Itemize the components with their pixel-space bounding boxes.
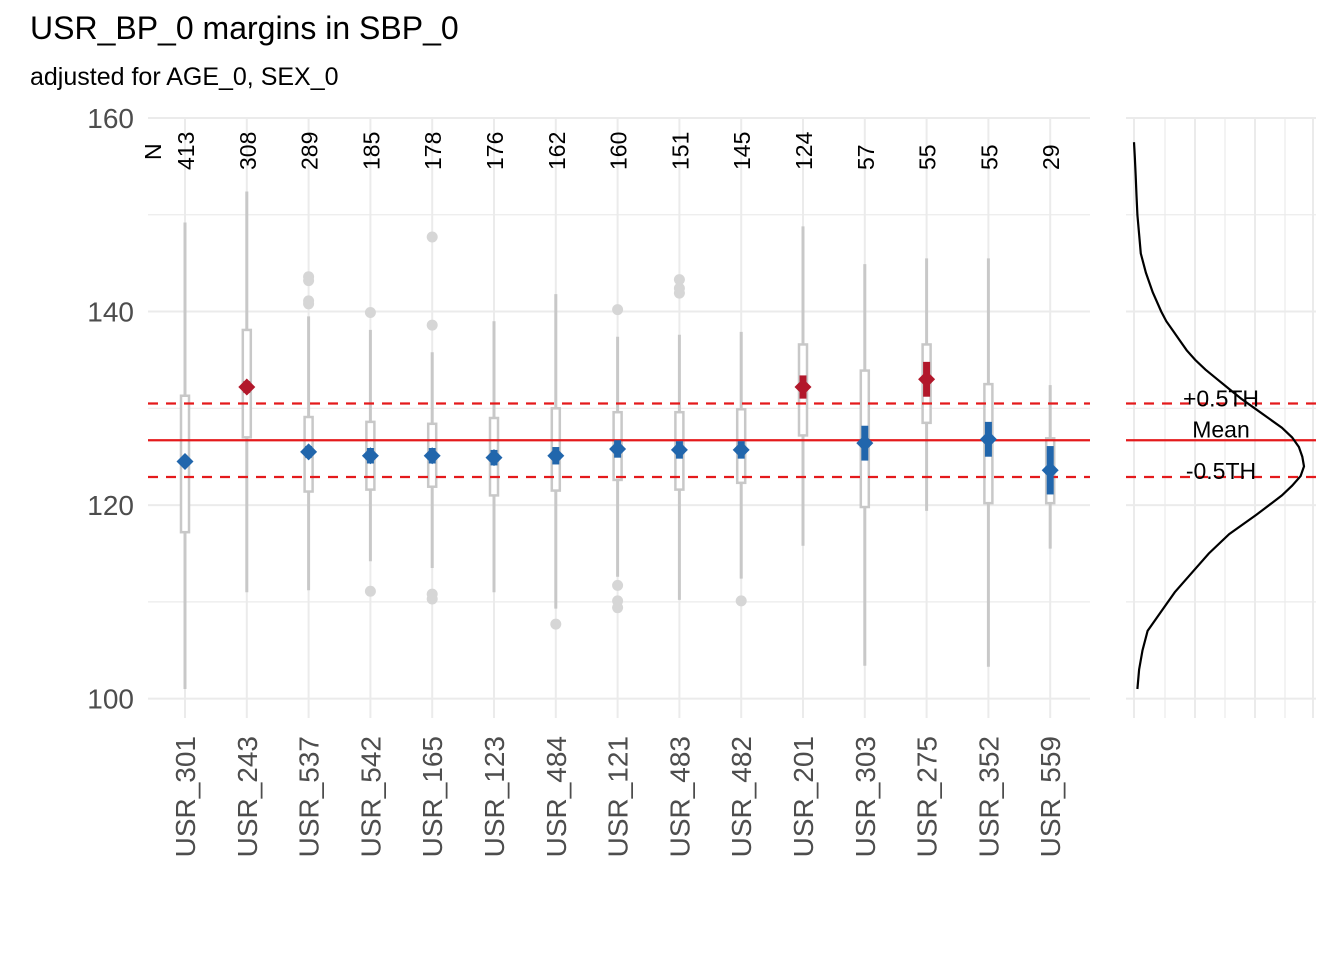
group-n-label: 308 — [235, 132, 261, 170]
outlier-point — [426, 231, 438, 243]
estimate-marker — [856, 434, 874, 452]
x-tick-label: USR_275 — [912, 736, 943, 857]
group-n-label: 162 — [544, 132, 570, 170]
x-tick-label: USR_483 — [664, 736, 695, 857]
group-n-label: 185 — [358, 132, 384, 170]
outlier-point — [364, 307, 376, 319]
x-tick-label: USR_484 — [541, 736, 572, 857]
outlier-point — [612, 602, 624, 614]
y-tick-label: 100 — [87, 684, 134, 715]
lower-threshold-label: -0.5TH — [1186, 458, 1256, 484]
group-n-label: 124 — [791, 131, 817, 170]
x-axis-tick-labels: USR_301 USR_243 USR_537 USR_542 USR_165 USR_1… — [170, 736, 1066, 857]
y-tick-label: 140 — [87, 297, 134, 328]
estimate-markers — [176, 361, 1059, 495]
outlier-point — [673, 287, 685, 299]
x-tick-label: USR_537 — [294, 736, 325, 857]
outlier-point — [426, 593, 438, 605]
estimate-marker — [485, 449, 503, 467]
outlier-point — [303, 298, 315, 310]
estimate-marker — [547, 447, 565, 465]
estimate-marker — [176, 453, 194, 471]
x-tick-label: USR_303 — [850, 736, 881, 857]
outlier-point — [550, 618, 562, 630]
group-n-label: 160 — [606, 132, 632, 170]
x-tick-label: USR_243 — [232, 736, 263, 857]
x-tick-label: USR_301 — [170, 736, 201, 857]
group-n-label: 178 — [420, 132, 446, 170]
group-n-label: 151 — [667, 132, 693, 170]
y-tick-label: 120 — [87, 490, 134, 521]
density-panel-gridlines — [1126, 117, 1316, 718]
estimate-marker — [300, 443, 318, 461]
group-n-label: 413 — [173, 132, 199, 170]
density-curve — [1132, 142, 1306, 690]
mean-label: Mean — [1192, 416, 1250, 442]
x-tick-label: USR_482 — [726, 736, 757, 857]
estimate-marker — [732, 441, 750, 459]
outlier-point — [612, 579, 624, 591]
chart-subtitle: adjusted for AGE_0, SEX_0 — [30, 63, 339, 91]
x-tick-label: USR_352 — [973, 736, 1004, 857]
x-tick-label: USR_165 — [417, 736, 448, 857]
group-n-label: 57 — [853, 144, 879, 170]
group-n-label: 55 — [915, 144, 941, 170]
outlier-point — [426, 319, 438, 331]
estimate-marker — [1041, 461, 1059, 479]
outlier-point — [612, 304, 624, 316]
group-n-label: 289 — [297, 132, 323, 170]
group-n-labels: N 413 308 289 185 178 176 162 160 151 145 124 57 55 55… — [140, 131, 1064, 170]
outlier-point — [303, 275, 315, 287]
outlier-point — [735, 595, 747, 607]
estimate-marker — [918, 370, 936, 388]
group-n-label: 145 — [729, 132, 755, 170]
n-header-label: N — [140, 143, 166, 160]
estimate-marker — [361, 447, 379, 465]
group-n-label: 55 — [976, 144, 1002, 170]
outlier-point — [364, 585, 376, 597]
x-tick-label: USR_542 — [355, 736, 386, 857]
group-n-label: 176 — [482, 132, 508, 170]
y-axis-tick-labels: 100 120 140 160 — [87, 103, 134, 715]
estimate-marker — [609, 440, 627, 458]
estimate-marker — [979, 430, 997, 448]
x-tick-label: USR_123 — [479, 736, 510, 857]
estimate-marker — [423, 447, 441, 465]
density-panel: +0.5TH Mean -0.5TH — [1132, 142, 1306, 690]
upper-threshold-label: +0.5TH — [1183, 385, 1259, 411]
estimate-marker — [670, 441, 688, 459]
estimate-marker — [238, 378, 256, 396]
y-tick-label: 160 — [87, 103, 134, 134]
estimate-marker — [794, 378, 812, 396]
x-tick-label: USR_559 — [1035, 736, 1066, 857]
chart-title: USR_BP_0 margins in SBP_0 — [30, 10, 459, 46]
x-tick-label: USR_201 — [788, 736, 819, 857]
x-tick-label: USR_121 — [603, 736, 634, 857]
outlier-point — [673, 274, 685, 286]
reference-lines — [148, 402, 1316, 479]
group-n-label: 29 — [1038, 144, 1064, 170]
